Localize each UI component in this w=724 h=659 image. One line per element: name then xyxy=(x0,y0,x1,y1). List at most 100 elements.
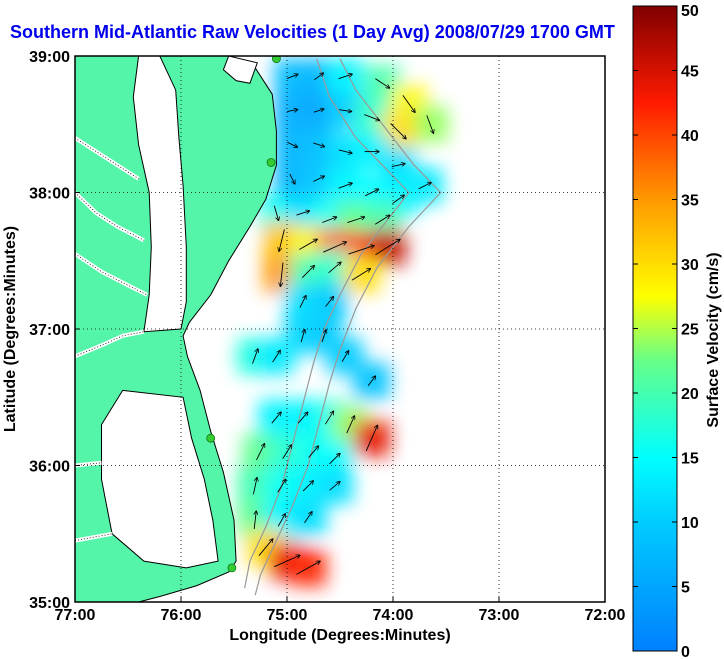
y-axis-ticks: 35:00 36:00 37:00 38:00 39:00 xyxy=(29,49,80,612)
x-tick-label: 73:00 xyxy=(479,607,520,624)
velocity-arrow xyxy=(256,444,265,461)
velocity-arrow xyxy=(328,262,341,274)
velocity-arrow xyxy=(329,454,340,465)
y-tick-label: 39:00 xyxy=(29,49,70,66)
colorbar-tick-label: 50 xyxy=(681,3,699,20)
velocity-arrow xyxy=(346,416,355,434)
velocity-arrow xyxy=(286,74,298,80)
bay-water xyxy=(222,56,258,84)
velocity-arrow xyxy=(367,376,375,386)
x-tick-label: 74:00 xyxy=(373,607,414,624)
radar-station-marker xyxy=(272,56,281,64)
velocity-arrow xyxy=(252,478,257,495)
velocity-arrow xyxy=(347,217,364,224)
velocity-arrow xyxy=(304,512,312,524)
velocity-arrow xyxy=(390,123,406,139)
velocity-arrow xyxy=(287,110,297,112)
velocity-arrow xyxy=(299,239,317,250)
river-bank xyxy=(75,192,145,241)
y-tick-label: 37:00 xyxy=(29,322,70,339)
velocity-arrow xyxy=(391,164,405,168)
radar-station-marker xyxy=(227,563,237,573)
velocity-arrow xyxy=(365,426,377,452)
radar-station-marker xyxy=(206,433,216,443)
radar-stations xyxy=(206,56,281,573)
velocity-arrow xyxy=(314,73,323,81)
river-bank xyxy=(75,137,139,180)
radar-station-marker xyxy=(266,158,276,167)
velocity-arrow xyxy=(375,240,400,256)
velocity-arrow xyxy=(313,142,324,147)
map-plot-area xyxy=(75,56,605,602)
velocity-arrow xyxy=(321,330,326,342)
velocity-arrows xyxy=(252,73,434,575)
velocity-arrow xyxy=(418,183,431,190)
velocity-arrow xyxy=(296,561,320,575)
grid-lines xyxy=(75,56,605,602)
velocity-arrow xyxy=(271,412,281,424)
velocity-arrow xyxy=(329,482,340,491)
colorbar-tick-label: 45 xyxy=(681,64,699,81)
velocity-arrow xyxy=(252,349,258,364)
colorbar-tick-label: 40 xyxy=(681,128,699,145)
x-tick-label: 77:00 xyxy=(55,607,96,624)
velocity-arrow xyxy=(392,195,405,204)
velocity-arrow xyxy=(351,269,370,281)
velocity-arrow xyxy=(299,296,306,308)
velocity-arrow xyxy=(277,514,285,527)
chart-title: Southern Mid-Atlantic Raw Velocities (1 … xyxy=(10,22,615,42)
velocity-arrow xyxy=(300,330,305,343)
river-channel xyxy=(75,329,145,359)
velocity-arrow xyxy=(322,217,336,223)
velocity-arrow xyxy=(282,445,292,459)
velocity-arrow xyxy=(426,115,434,133)
velocity-arrow xyxy=(297,412,307,424)
velocity-arrow xyxy=(348,246,374,255)
velocity-arrow xyxy=(364,114,379,121)
river-bank xyxy=(75,533,113,541)
y-tick-label: 38:00 xyxy=(29,186,70,203)
velocity-arrow xyxy=(272,351,281,363)
y-tick-label: 36:00 xyxy=(29,459,70,476)
bay-waters xyxy=(101,56,258,569)
x-tick-label: 76:00 xyxy=(161,607,202,624)
velocity-arrow xyxy=(325,297,334,307)
velocity-arrow xyxy=(325,411,333,425)
velocity-arrow xyxy=(338,183,352,189)
velocity-arrow xyxy=(279,229,285,251)
velocity-arrow xyxy=(287,141,297,147)
velocity-arrow xyxy=(280,262,284,287)
x-axis-ticks: 77:00 76:00 75:00 74:00 73:00 72:00 xyxy=(55,597,626,624)
velocity-arrow xyxy=(296,211,310,216)
velocity-arrow xyxy=(301,266,314,279)
velocity-arrow xyxy=(402,95,415,112)
colorbar-tick-label: 35 xyxy=(681,193,699,210)
velocity-arrow xyxy=(374,215,389,225)
velocity-arrow xyxy=(308,446,319,458)
colorbar-tick-label: 5 xyxy=(681,580,690,597)
colorbar-gradient xyxy=(632,5,678,652)
y-axis-label: Latitude (Degrees:Minutes) xyxy=(2,226,19,432)
velocity-arrow xyxy=(341,351,348,362)
velocity-arrow xyxy=(313,109,324,113)
x-tick-label: 75:00 xyxy=(267,607,308,624)
colorbar-tick-label: 15 xyxy=(681,451,699,468)
river-lines xyxy=(75,136,148,543)
colorbar-ticks: 0 5 10 15 20 25 30 35 40 45 50 xyxy=(633,3,699,659)
velocity-arrow xyxy=(274,555,299,568)
velocity-arrow xyxy=(338,149,352,153)
x-tick-label: 72:00 xyxy=(585,607,626,624)
velocity-arrow xyxy=(277,480,286,493)
colorbar-tick-label: 10 xyxy=(681,515,699,532)
bay-water xyxy=(101,389,219,569)
velocity-arrow xyxy=(323,242,346,253)
y-tick-label: 35:00 xyxy=(29,595,70,612)
colorbar-tick-label: 20 xyxy=(681,386,699,403)
velocity-arrow xyxy=(375,78,389,88)
velocity-arrow xyxy=(289,173,295,184)
colorbar-label: Surface Velocity (cm/s) xyxy=(705,252,722,427)
velocity-arrow xyxy=(313,176,324,182)
colorbar: 0 5 10 15 20 25 30 35 40 45 50 Surface Velocity (c… xyxy=(632,3,722,659)
velocity-arrow xyxy=(302,481,313,492)
